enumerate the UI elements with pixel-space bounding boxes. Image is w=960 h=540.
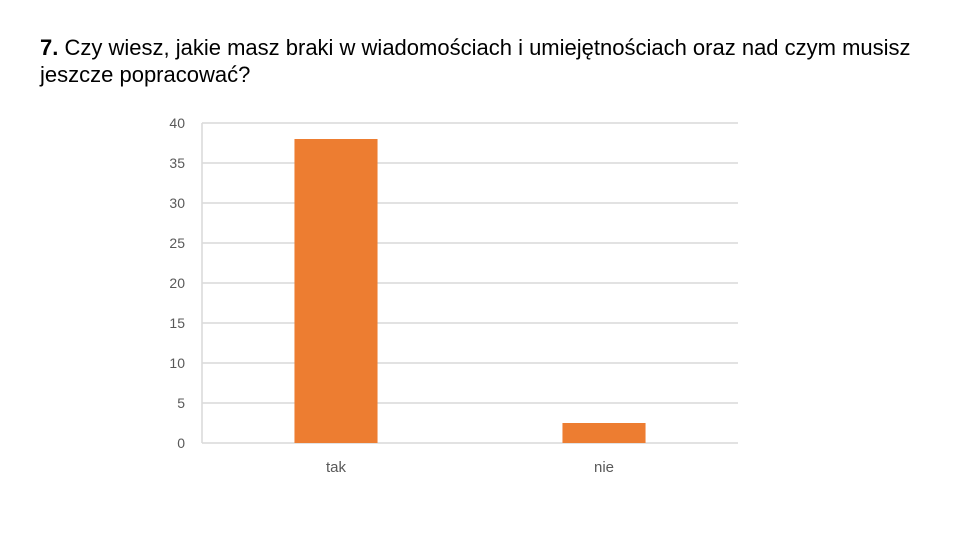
x-category-label: tak — [326, 459, 347, 476]
bar-nie — [562, 423, 646, 443]
question-text: Czy wiesz, jakie masz braki w wiadomości… — [40, 35, 911, 87]
y-tick-label: 25 — [169, 235, 185, 251]
y-axis-ticks: 0 5 10 15 20 25 30 35 40 — [169, 115, 185, 451]
y-tick-label: 5 — [177, 395, 185, 411]
y-tick-label: 0 — [177, 435, 185, 451]
bar-tak — [294, 139, 378, 443]
y-tick-label: 35 — [169, 155, 185, 171]
bars — [294, 139, 646, 443]
x-axis-categories: tak nie — [326, 459, 614, 476]
y-tick-label: 10 — [169, 355, 185, 371]
y-tick-label: 30 — [169, 195, 185, 211]
y-tick-label: 15 — [169, 315, 185, 331]
y-tick-label: 20 — [169, 275, 185, 291]
y-tick-label: 40 — [169, 115, 185, 131]
question-heading: 7. Czy wiesz, jakie masz braki w wiadomo… — [40, 34, 920, 88]
x-category-label: nie — [594, 459, 614, 476]
gridlines — [201, 122, 738, 444]
question-number: 7. — [40, 35, 59, 60]
